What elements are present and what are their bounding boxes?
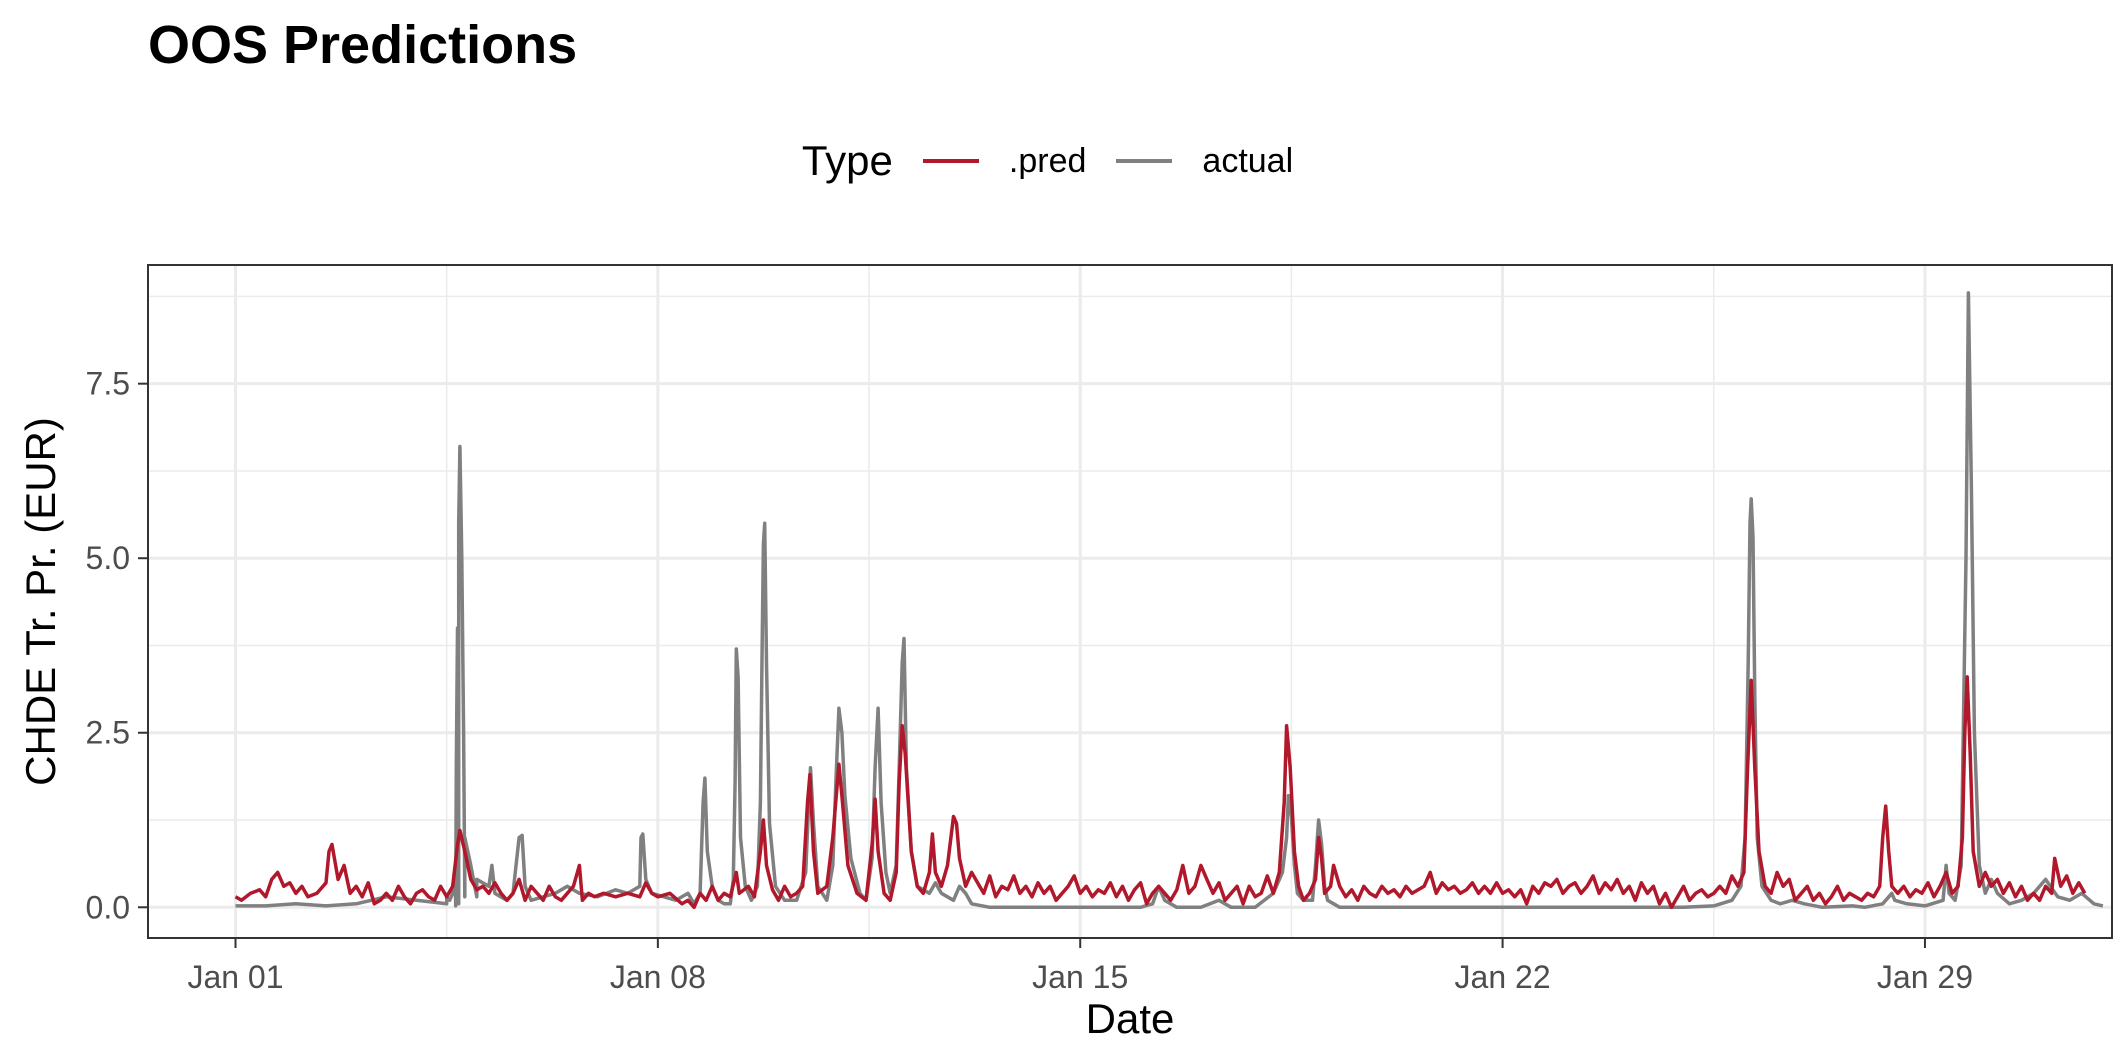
chart-title: OOS Predictions: [148, 15, 578, 75]
x-tick-label: Jan 22: [1455, 959, 1551, 995]
y-axis: 0.0 2.5 5.0 7.5: [86, 366, 148, 925]
legend-item-pred: .pred: [922, 141, 1087, 181]
x-tick-label: Jan 08: [610, 959, 706, 995]
y-tick-label: 5.0: [86, 540, 130, 576]
y-tick-label: 2.5: [86, 715, 130, 751]
panel-border: [147, 264, 2113, 939]
x-axis-title: Date: [1086, 995, 1175, 1042]
series-lines: [234, 291, 2104, 910]
x-tick-label: Jan 29: [1877, 959, 1973, 995]
series-line-pred: [234, 675, 2087, 910]
y-tick-label: 7.5: [86, 366, 130, 402]
legend: Type .pred actual: [0, 133, 2125, 189]
legend-key-pred: [922, 159, 979, 163]
legend-label-pred: .pred: [1008, 141, 1087, 180]
legend-title: Type: [801, 137, 893, 184]
legend-label-actual: actual: [1202, 141, 1294, 180]
y-axis-title: CHDE Tr. Pr. (EUR): [17, 417, 64, 786]
legend-item-actual: actual: [1116, 142, 1293, 181]
x-tick-label: Jan 15: [1032, 959, 1128, 995]
x-tick-label: Jan 01: [187, 959, 283, 995]
series-line-actual: [235, 291, 2104, 910]
x-axis: Jan 01 Jan 08 Jan 15 Jan 22 Jan 29: [187, 938, 1973, 995]
y-tick-label: 0.0: [86, 889, 130, 925]
legend-key-actual: [1116, 159, 1173, 163]
grid: [148, 265, 2112, 938]
